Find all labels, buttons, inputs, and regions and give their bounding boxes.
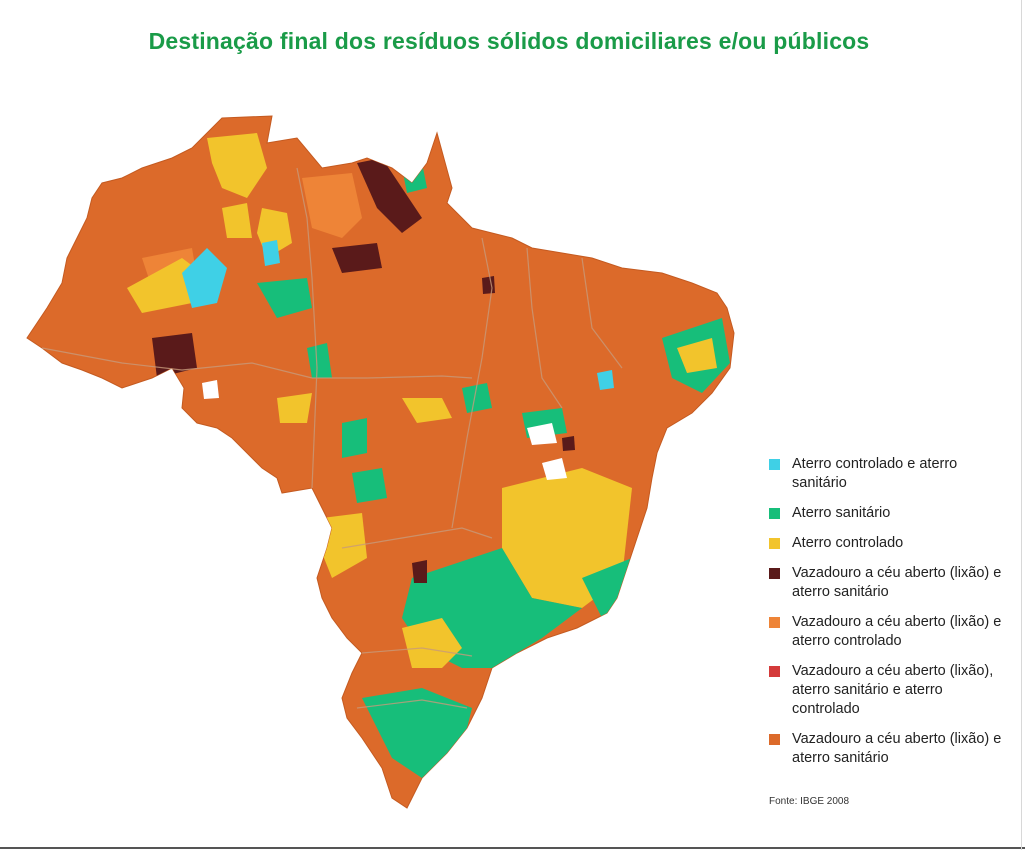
region-lixao-controlado (302, 173, 362, 238)
legend-item: Vazadouro a céu aberto (lixão) e aterro … (769, 730, 1014, 768)
legend-item: Vazadouro a céu aberto (lixão) e aterro … (769, 613, 1014, 651)
region-aterro-controlado-e-sanitario (182, 248, 227, 308)
region-lixao-sanitario-dark (412, 560, 427, 583)
legend-label: Aterro sanitário (792, 505, 891, 521)
map-regions (127, 133, 730, 778)
right-divider (1021, 0, 1022, 850)
state-borders (41, 167, 623, 709)
region-aterro-sanitario (257, 278, 312, 318)
region-aterro-controlado (207, 133, 267, 198)
legend-item: Vazadouro a céu aberto (lixão), aterro s… (769, 662, 1014, 719)
legend-item: Aterro controlado (769, 534, 1014, 553)
legend-label: Vazadouro a céu aberto (lixão) e aterro … (792, 731, 1002, 766)
region-aterro-sanitario (342, 418, 367, 458)
region-lixao-sanitario-dark (482, 276, 495, 294)
region-aterro-controlado (402, 398, 452, 423)
region-aterro-controlado (277, 393, 312, 423)
region-no-data (542, 458, 567, 480)
region-aterro-controlado (320, 513, 367, 578)
legend-swatch-icon (769, 508, 780, 519)
bottom-divider (0, 847, 1025, 849)
source-note: Fonte: IBGE 2008 (769, 796, 850, 807)
region-aterro-controlado (677, 338, 717, 373)
legend-label: Vazadouro a céu aberto (lixão) e aterro … (792, 565, 1002, 600)
legend-swatch-icon (769, 617, 780, 628)
region-lixao-sanitario-dark (152, 333, 197, 378)
region-aterro-controlado-e-sanitario (262, 240, 280, 266)
region-aterro-controlado (402, 618, 462, 668)
legend-label: Vazadouro a céu aberto (lixão) e aterro … (792, 614, 1002, 649)
brazil-map (22, 108, 742, 818)
legend-label: Aterro controlado (792, 535, 904, 551)
region-no-data (202, 380, 219, 399)
legend-item: Vazadouro a céu aberto (lixão) e aterro … (769, 564, 1014, 602)
region-aterro-sanitario (352, 468, 387, 503)
region-lixao-sanitario-dark (357, 158, 422, 233)
legend-item: Aterro sanitário (769, 504, 1014, 523)
region-aterro-controlado (222, 203, 252, 238)
legend-label: Vazadouro a céu aberto (lixão), aterro s… (792, 663, 994, 717)
legend-swatch-icon (769, 459, 780, 470)
legend-swatch-icon (769, 734, 780, 745)
region-aterro-controlado-e-sanitario (597, 370, 614, 390)
legend-swatch-icon (769, 568, 780, 579)
region-no-data (527, 423, 557, 445)
region-aterro-sanitario (362, 688, 472, 778)
legend-swatch-icon (769, 666, 780, 677)
region-aterro-sanitario (462, 383, 492, 413)
map-legend: Aterro controlado e aterro sanitário Ate… (769, 455, 1014, 779)
legend-label: Aterro controlado e aterro sanitário (792, 456, 958, 491)
region-lixao-sanitario-dark (562, 436, 575, 451)
brazil-map-svg (26, 115, 735, 809)
region-lixao-sanitario-dark (332, 243, 382, 273)
map-title: Destinação final dos resíduos sólidos do… (148, 28, 870, 54)
legend-swatch-icon (769, 538, 780, 549)
legend-item: Aterro controlado e aterro sanitário (769, 455, 1014, 493)
region-aterro-sanitario (307, 343, 332, 378)
